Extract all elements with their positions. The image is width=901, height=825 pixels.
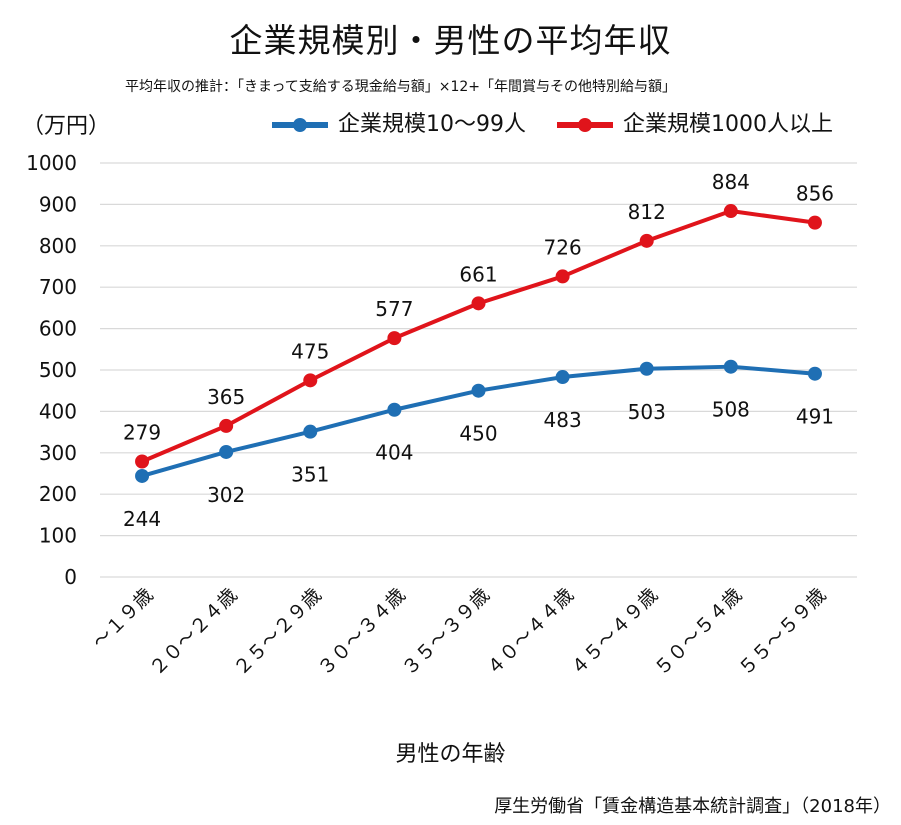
y-tick-label-100: 100 [39, 524, 77, 548]
data-point-s1-5 [555, 269, 570, 284]
x-tick-label-3: ３０～３４歳 [314, 584, 410, 680]
data-point-s1-0 [135, 454, 150, 469]
data-label-s1-1: 365 [207, 385, 245, 409]
legend-swatch-small [272, 118, 328, 132]
data-label-s1-3: 577 [375, 297, 413, 321]
x-tick-label-0: ～１９歳 [88, 584, 157, 653]
data-point-s1-4 [471, 296, 486, 311]
y-tick-label-800: 800 [39, 234, 77, 258]
data-label-s0-6: 503 [628, 400, 666, 424]
data-point-s0-1 [219, 444, 234, 459]
data-point-s0-8 [807, 366, 822, 381]
y-axis-unit-label: （万円） [22, 114, 111, 139]
legend-label-small: 企業規模10～99人 [338, 112, 526, 137]
data-label-s0-7: 508 [712, 398, 750, 422]
x-axis-label: 男性の年齢 [395, 742, 506, 767]
y-tick-label-500: 500 [39, 358, 77, 382]
y-tick-label-600: 600 [39, 317, 77, 341]
chart-title: 企業規模別・男性の平均年収 [229, 21, 672, 60]
y-tick-label-1000: 1000 [26, 151, 77, 175]
y-tick-label-900: 900 [39, 192, 77, 216]
data-label-s0-2: 351 [291, 463, 329, 487]
data-point-s0-4 [471, 383, 486, 398]
data-point-s1-3 [387, 331, 402, 346]
data-label-s1-5: 726 [544, 235, 582, 259]
legend-swatch-large [557, 118, 613, 132]
data-label-s0-4: 450 [459, 422, 497, 446]
data-label-s1-6: 812 [628, 200, 666, 224]
data-label-s0-3: 404 [375, 441, 413, 465]
data-point-s0-0 [135, 468, 150, 483]
x-tick-label-2: ２５～２９歳 [230, 584, 326, 680]
data-label-s0-8: 491 [796, 405, 834, 429]
data-point-s1-1 [219, 418, 234, 433]
chart-subtitle: 平均年収の推計：「きまって支給する現金給与額」×12+「年間賞与その他特別給与額… [125, 79, 677, 95]
data-point-s0-7 [723, 359, 738, 374]
x-tick-label-5: ４０～４４歳 [482, 584, 578, 680]
source-note: 厚生労働省「賃金構造基本統計調査」（2018年） [494, 796, 891, 817]
x-tick-label-1: ２０～２４歳 [146, 584, 242, 680]
x-tick-label-7: ５０～５４歳 [650, 584, 746, 680]
data-label-s0-5: 483 [544, 408, 582, 432]
data-label-s1-8: 856 [796, 182, 834, 206]
x-tick-label-4: ３５～３９歳 [398, 584, 494, 680]
data-label-s1-2: 475 [291, 339, 329, 363]
data-label-s1-4: 661 [459, 262, 497, 286]
x-tick-label-8: ５５～５９歳 [734, 584, 830, 680]
y-tick-label-200: 200 [39, 482, 77, 506]
data-point-s0-6 [639, 361, 654, 376]
data-label-s1-7: 884 [712, 170, 750, 194]
data-point-s1-8 [807, 215, 822, 230]
data-point-s0-2 [303, 424, 318, 439]
y-tick-label-0: 0 [64, 565, 77, 589]
data-label-s0-1: 302 [207, 483, 245, 507]
y-tick-label-300: 300 [39, 441, 77, 465]
data-point-s0-3 [387, 402, 402, 417]
data-point-s1-7 [723, 204, 738, 219]
data-point-s1-6 [639, 233, 654, 248]
data-label-s1-0: 279 [123, 420, 161, 444]
data-label-s0-0: 244 [123, 507, 161, 531]
data-point-s0-5 [555, 370, 570, 385]
x-tick-label-6: ４５～４９歳 [566, 584, 662, 680]
y-tick-label-400: 400 [39, 399, 77, 423]
y-tick-label-700: 700 [39, 275, 77, 299]
data-point-s1-2 [303, 373, 318, 388]
legend-label-large: 企業規模1000人以上 [623, 112, 833, 137]
